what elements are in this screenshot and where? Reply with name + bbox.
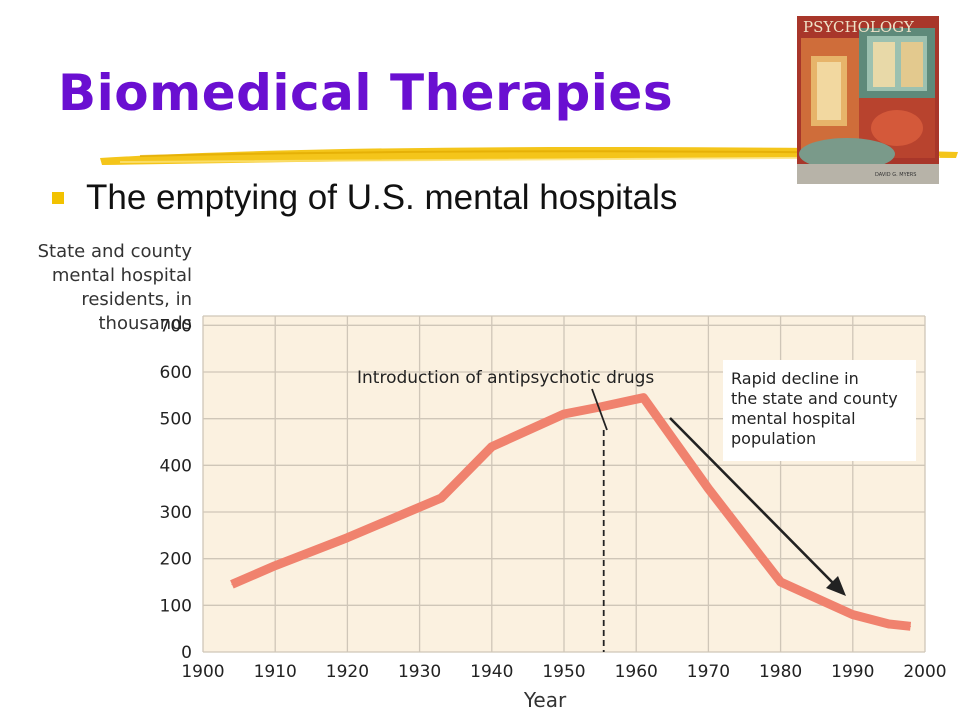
annotations: Introduction of antipsychotic drugs Rapid… [357,360,916,652]
slide-title: Biomedical Therapies [58,64,674,122]
bullet-square-icon [52,192,64,204]
book-cover-author: DAVID G. MYERS [875,172,916,178]
bullet-item: The emptying of U.S. mental hospitals [52,178,677,218]
annotation-decline-text: population [731,429,816,448]
y-tick-label: 600 [160,363,192,383]
x-tick-label: 1940 [470,662,513,682]
y-tick-labels: 0 100 200 300 400 500 600 700 [160,316,192,663]
series-point [274,565,276,567]
x-tick-label: 1920 [326,662,369,682]
bullet-text: The emptying of U.S. mental hospitals [86,178,678,217]
x-tick-label: 1960 [615,662,658,682]
decline-arrow-head [826,576,846,596]
series-point [852,614,854,616]
series-point [888,623,890,625]
y-tick-label: 400 [160,456,192,476]
x-tick-label: 1990 [831,662,874,682]
series-point [780,581,782,583]
series-point [599,406,601,408]
decline-arrow-shaft [669,417,836,586]
x-tick-label: 1930 [398,662,441,682]
y-tick-label: 200 [160,550,192,570]
series-group [230,393,912,631]
book-cover-title: PSYCHOLOGY [803,18,915,36]
y-axis-label-line: State and county [38,241,193,262]
x-tick-label: 1950 [542,662,585,682]
y-axis-label-line: residents, in [81,289,192,310]
y-axis-label: State and county mental hospital residents… [38,241,193,334]
annotation-decline-box [723,360,916,461]
series-point [231,583,233,585]
series-point [642,397,644,399]
series-point [910,625,912,627]
annotation-decline-text: the state and county [731,389,898,408]
annotation-decline-text: mental hospital [731,409,856,428]
x-tick-label: 1900 [181,662,224,682]
annotation-decline-text: Rapid decline in [731,369,859,388]
series-point [440,497,442,499]
series-point [346,537,348,539]
y-tick-label: 700 [160,316,192,336]
annotation-leader-line [591,388,608,431]
series-point [707,488,709,490]
y-axis-label-line: mental hospital [52,265,192,286]
book-cover-image: PSYCHOLOGY DAVID G. MYERS [797,16,939,184]
x-axis-label: Year [523,688,567,712]
x-tick-label: 1980 [759,662,802,682]
series-point [563,413,565,415]
x-tick-label: 2000 [903,662,946,682]
x-tick-labels: 1900 1910 1920 1930 1940 1950 1960 1970 1980 1990… [181,662,946,682]
y-tick-label: 300 [160,503,192,523]
annotation-drugs-text: Introduction of antipsychotic drugs [357,368,654,388]
y-tick-label: 0 [181,643,192,663]
x-tick-label: 1970 [687,662,730,682]
y-axis-label-line: thousands [98,313,192,334]
x-tick-label: 1910 [254,662,297,682]
y-tick-label: 500 [160,410,192,430]
y-tick-label: 100 [160,596,192,616]
series-point [491,446,493,448]
